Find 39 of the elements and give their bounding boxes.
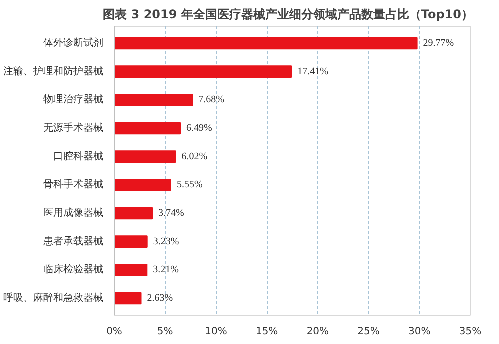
y-tick-label: 骨科手术器械: [44, 178, 104, 191]
x-tick-label: 5%: [157, 326, 174, 338]
y-tick-label: 呼吸、麻醉和急救器械: [4, 292, 104, 304]
x-tick-label: 25%: [358, 326, 380, 338]
data-label: 3.74%: [158, 208, 184, 219]
data-label: 3.23%: [153, 236, 180, 248]
x-tick-label: 0%: [106, 326, 122, 338]
bar: [114, 150, 176, 163]
data-label: 5.55%: [176, 180, 203, 191]
y-tick-label: 注输、护理和防护器械: [4, 65, 104, 78]
y-tick-label: 物理治疗器械: [44, 94, 104, 106]
x-tick-label: 35%: [459, 326, 482, 338]
data-label: 29.77%: [423, 38, 454, 49]
x-tick-label: 30%: [408, 326, 431, 338]
x-tick-label: 10%: [205, 326, 228, 338]
x-tick-label: 20%: [306, 326, 330, 338]
y-tick-label: 临床检验器械: [44, 264, 104, 276]
bar: [114, 122, 182, 135]
bar: [114, 236, 148, 248]
bar: [114, 292, 142, 305]
data-label: 2.63%: [147, 293, 174, 304]
bar: [114, 94, 194, 106]
bar: [114, 264, 148, 276]
bar: [114, 179, 172, 192]
bar: [114, 66, 292, 78]
data-label: 17.41%: [298, 66, 328, 78]
y-tick-label: 医用成像器械: [44, 207, 104, 219]
bar: [114, 207, 154, 220]
data-label: 6.02%: [182, 151, 208, 162]
bar: [114, 37, 418, 50]
data-label: 6.49%: [186, 123, 212, 134]
data-label: 7.68%: [198, 94, 224, 106]
y-tick-label: 口腔科器械: [54, 150, 104, 162]
chart-title: 图表 3 2019 年全国医疗器械产业细分领域产品数量占比（Top10）: [103, 8, 474, 22]
y-tick-label: 患者承载器械: [42, 235, 104, 248]
y-tick-label: 体外诊断试剂: [44, 37, 104, 49]
y-tick-label: 无源手术器械: [44, 122, 104, 134]
data-label: 3.21%: [153, 264, 179, 276]
x-tick-label: 15%: [256, 326, 278, 338]
